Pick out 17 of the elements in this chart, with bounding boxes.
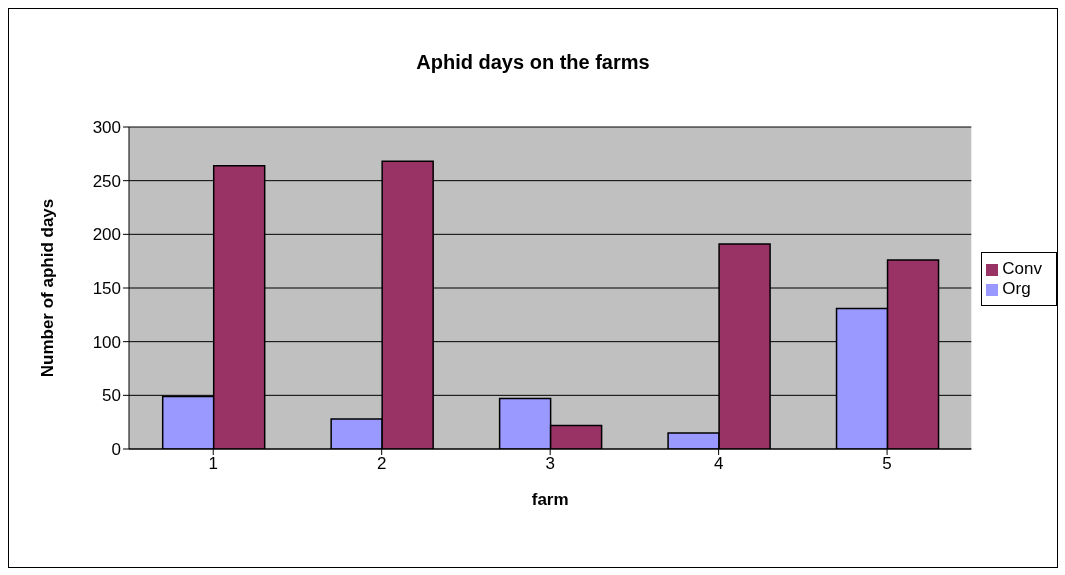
- x-tick-label: 1: [208, 454, 218, 474]
- legend-label: Org: [1002, 279, 1031, 298]
- y-tick-label: 0: [111, 440, 121, 460]
- x-tick-label: 5: [882, 454, 892, 474]
- y-tick-label: 300: [92, 118, 121, 138]
- x-tick-label: 2: [376, 454, 387, 474]
- x-tick-label: 3: [545, 454, 555, 474]
- y-tick-label: 50: [102, 386, 121, 406]
- x-tick-label: 4: [713, 454, 724, 474]
- y-tick-label: 200: [92, 225, 121, 245]
- y-axis-title: Number of aphid days: [38, 198, 58, 378]
- legend-label: Conv: [1002, 259, 1042, 278]
- y-tick-label: 100: [92, 332, 121, 352]
- y-tick-label: 150: [92, 279, 121, 299]
- x-axis-title: farm: [531, 490, 569, 509]
- y-tick-label: 250: [92, 171, 121, 191]
- chart-title: Aphid days on the farms: [415, 51, 651, 74]
